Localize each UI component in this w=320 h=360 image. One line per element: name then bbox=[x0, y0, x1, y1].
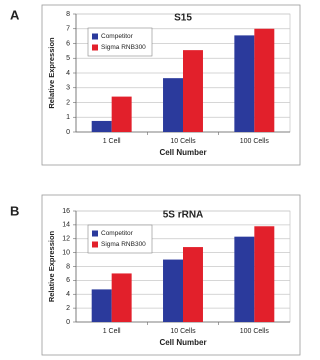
y-tick-label: 6 bbox=[66, 277, 70, 284]
bar bbox=[183, 247, 203, 322]
bar bbox=[91, 120, 112, 132]
bar bbox=[111, 273, 132, 322]
legend-swatch bbox=[92, 230, 98, 237]
legend-label: Competitor bbox=[101, 33, 134, 40]
legend-box bbox=[87, 27, 153, 57]
chart-title: S15 bbox=[174, 13, 192, 24]
legend-swatch bbox=[92, 241, 98, 248]
bar bbox=[91, 289, 112, 322]
y-tick-label: 2 bbox=[66, 99, 70, 106]
x-tick-label: 10 Cells bbox=[170, 328, 196, 335]
y-tick-label: 1 bbox=[66, 114, 70, 121]
legend-label: Sigma RNB300 bbox=[101, 241, 146, 248]
bar bbox=[163, 78, 183, 132]
bar bbox=[234, 35, 255, 133]
x-tick-label: 1 Cell bbox=[103, 138, 121, 145]
legend-swatch bbox=[92, 33, 98, 40]
y-tick-label: 14 bbox=[62, 222, 70, 229]
legend-box bbox=[87, 224, 153, 254]
bar bbox=[254, 226, 275, 322]
y-tick-label: 8 bbox=[66, 11, 70, 18]
bar bbox=[111, 96, 132, 132]
bar bbox=[254, 28, 275, 132]
legend-label: Competitor bbox=[101, 230, 134, 237]
y-tick-label: 8 bbox=[66, 263, 70, 270]
y-tick-label: 0 bbox=[66, 319, 70, 326]
y-tick-label: 4 bbox=[66, 70, 70, 77]
bar bbox=[183, 50, 203, 133]
panel-label: A bbox=[10, 7, 20, 22]
y-tick-label: 10 bbox=[62, 249, 70, 256]
x-tick-label: 100 Cells bbox=[240, 138, 270, 145]
x-axis-label: Cell Number bbox=[159, 148, 206, 157]
y-tick-label: 12 bbox=[62, 236, 70, 243]
x-tick-label: 100 Cells bbox=[240, 328, 270, 335]
chart-title: 5S rRNA bbox=[163, 210, 204, 221]
y-tick-label: 5 bbox=[66, 55, 70, 62]
bar bbox=[163, 259, 183, 322]
y-tick-label: 6 bbox=[66, 40, 70, 47]
y-tick-label: 3 bbox=[66, 85, 70, 92]
y-tick-label: 0 bbox=[66, 129, 70, 136]
y-tick-label: 4 bbox=[66, 291, 70, 298]
legend-swatch bbox=[92, 44, 98, 51]
bar bbox=[234, 236, 255, 322]
y-tick-label: 7 bbox=[66, 26, 70, 33]
x-axis-label: Cell Number bbox=[159, 338, 206, 347]
y-axis-label: Relative Expression bbox=[47, 37, 56, 109]
x-tick-label: 10 Cells bbox=[170, 138, 196, 145]
y-tick-label: 16 bbox=[62, 208, 70, 215]
y-axis-label: Relative Expression bbox=[47, 230, 56, 302]
legend-label: Sigma RNB300 bbox=[101, 44, 146, 51]
panel-label: B bbox=[10, 203, 19, 218]
y-tick-label: 2 bbox=[66, 305, 70, 312]
x-tick-label: 1 Cell bbox=[103, 328, 121, 335]
